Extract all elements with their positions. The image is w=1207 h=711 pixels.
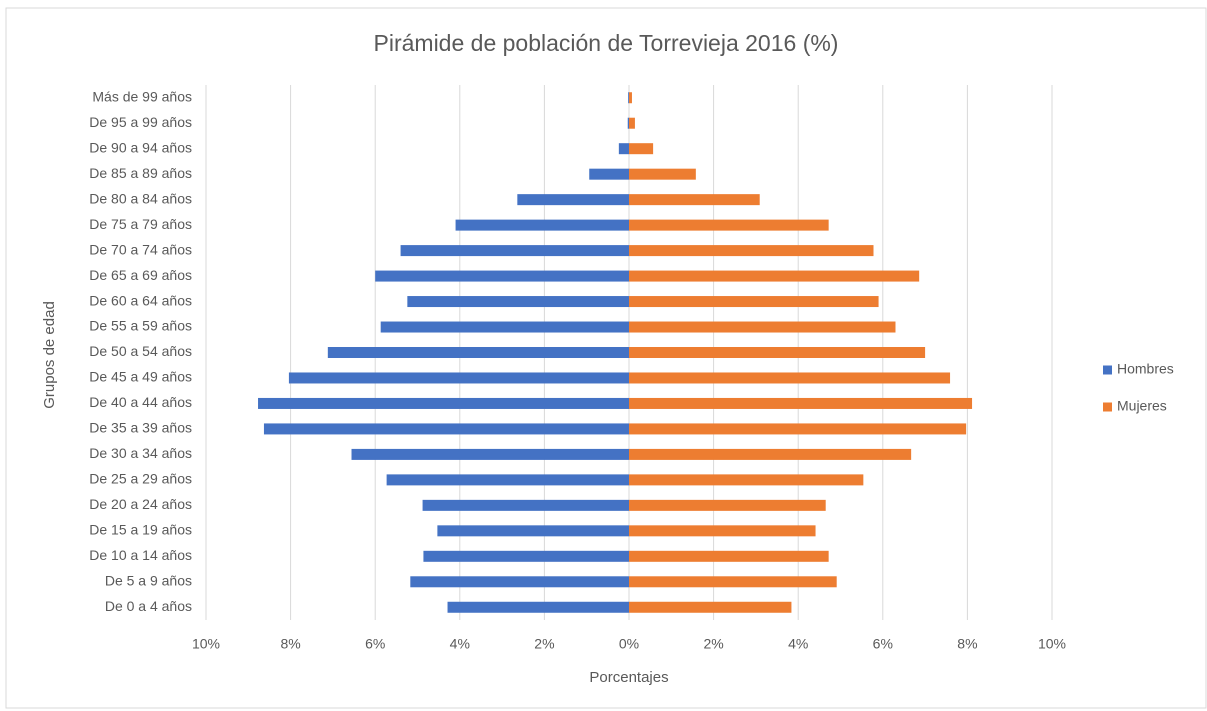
bar [629,525,816,537]
x-axis-label: Porcentajes [589,669,668,686]
bar [288,372,629,384]
x-tick-label: 10% [1038,636,1066,652]
y-tick-label: De 0 a 4 años [105,598,192,614]
bar [629,576,837,588]
bar [629,296,879,308]
bar [627,117,629,129]
bar [629,92,632,104]
bar [629,397,973,409]
legend-swatch [1103,365,1112,375]
x-tick-label: 10% [192,636,220,652]
bar [629,117,635,129]
bar [629,194,760,206]
bar [351,448,629,460]
bar [629,347,926,358]
bar [410,576,629,588]
bar [628,92,629,104]
bar [447,601,629,613]
x-tick-label: 2% [703,636,723,652]
y-tick-label: De 75 a 79 años [89,216,192,232]
bar [589,168,629,180]
bar [618,143,629,155]
y-tick-label: De 80 a 84 años [89,190,192,206]
x-tick-label: 8% [957,636,977,652]
y-tick-label: De 25 a 29 años [89,471,192,487]
y-tick-label: De 60 a 64 años [89,292,192,308]
y-tick-label: De 55 a 59 años [89,318,192,334]
y-tick-label: De 70 a 74 años [89,241,192,257]
x-tick-label: 0% [619,636,639,652]
bar [629,448,912,460]
bar [517,194,629,206]
bar [629,270,920,282]
bar [375,270,629,282]
x-tick-label: 4% [450,636,470,652]
x-tick-label: 8% [280,636,300,652]
bar [629,423,967,435]
bar [629,219,829,231]
bar [380,321,629,333]
y-tick-label: De 5 a 9 años [105,572,192,588]
y-axis-label: Grupos de edad [41,301,58,409]
bar [422,499,629,511]
y-tick-label: De 35 a 39 años [89,420,192,436]
legend-label: Mujeres [1117,398,1167,414]
bar [263,423,629,435]
bar [629,372,951,384]
bar [629,321,896,333]
y-tick-label: De 95 a 99 años [89,114,192,130]
y-tick-label: De 85 a 89 años [89,165,192,181]
y-tick-label: De 10 a 14 años [89,547,192,563]
legend-swatch [1103,402,1112,412]
bar [629,168,696,180]
bar [629,245,874,257]
x-tick-label: 6% [365,636,385,652]
bar [629,550,829,562]
chart-title: Pirámide de población de Torrevieja 2016… [374,30,839,56]
bar [407,296,629,308]
bar [327,347,629,358]
y-tick-label: De 45 a 49 años [89,369,192,385]
y-tick-label: De 30 a 34 años [89,445,192,461]
x-tick-label: 6% [873,636,893,652]
bar [400,245,629,257]
bar [423,550,629,562]
bar [629,143,654,155]
y-tick-label: Más de 99 años [92,88,192,104]
bar [386,474,629,486]
x-tick-label: 2% [534,636,554,652]
y-tick-label: De 65 a 69 años [89,267,192,283]
y-tick-label: De 50 a 54 años [89,343,192,359]
bar [629,474,864,486]
bar [455,219,629,231]
bar [437,525,629,537]
bar [258,397,629,409]
bar [629,499,826,511]
y-tick-label: De 20 a 24 años [89,496,192,512]
y-tick-label: De 15 a 19 años [89,522,192,538]
x-tick-label: 4% [788,636,808,652]
legend-label: Hombres [1117,361,1174,377]
bar [629,601,792,613]
y-tick-label: De 90 a 94 años [89,139,192,155]
y-tick-label: De 40 a 44 años [89,394,192,410]
